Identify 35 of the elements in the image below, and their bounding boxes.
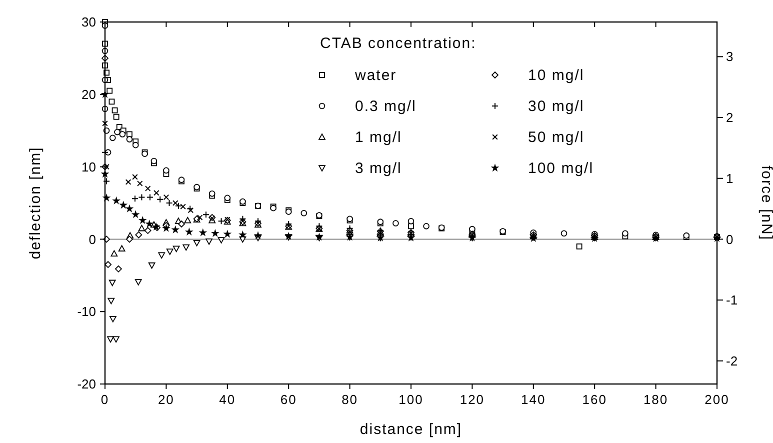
y2-tick-label: 1 bbox=[726, 170, 734, 186]
legend-title: CTAB concentration: bbox=[320, 35, 476, 52]
y-tick-label: 20 bbox=[82, 86, 96, 102]
legend-label: 3 mg/l bbox=[355, 160, 402, 177]
y-tick-label: -10 bbox=[77, 304, 96, 320]
y-tick-label: 30 bbox=[82, 14, 96, 30]
legend-label: 0.3 mg/l bbox=[355, 98, 416, 115]
y-axis-title: deflection [nm] bbox=[27, 146, 44, 260]
y-tick-label: 0 bbox=[88, 232, 96, 247]
x-tick-label: 60 bbox=[280, 392, 297, 407]
legend-label: 30 mg/l bbox=[528, 98, 584, 115]
x-tick-label: 80 bbox=[342, 392, 358, 407]
y2-tick-label: -2 bbox=[726, 353, 738, 368]
legend-label: water bbox=[354, 67, 397, 84]
x-tick-label: 0 bbox=[100, 392, 110, 407]
legend-label: 1 mg/l bbox=[355, 129, 402, 146]
y2-axis-title: force [nN] bbox=[758, 165, 773, 241]
x-axis-title: distance [nm] bbox=[360, 421, 462, 438]
x-tick-label: 120 bbox=[460, 392, 485, 407]
y2-tick-label: 3 bbox=[726, 49, 734, 64]
legend-label: 50 mg/l bbox=[528, 129, 584, 146]
x-tick-label: 100 bbox=[398, 392, 424, 407]
y-tick-label: 10 bbox=[82, 159, 96, 174]
y2-tick-label: -1 bbox=[726, 292, 738, 308]
y2-tick-label: 0 bbox=[726, 232, 734, 247]
legend-label: 100 mg/l bbox=[528, 160, 594, 177]
x-tick-label: 180 bbox=[643, 392, 668, 407]
y-tick-label: -20 bbox=[77, 376, 96, 392]
x-tick-label: 160 bbox=[582, 392, 607, 407]
y2-tick-label: 2 bbox=[726, 110, 734, 126]
x-tick-label: 40 bbox=[219, 392, 236, 407]
x-tick-label: 140 bbox=[521, 392, 546, 407]
x-tick-label: 200 bbox=[704, 392, 730, 407]
x-tick-label: 20 bbox=[158, 392, 174, 407]
legend-label: 10 mg/l bbox=[528, 67, 584, 84]
